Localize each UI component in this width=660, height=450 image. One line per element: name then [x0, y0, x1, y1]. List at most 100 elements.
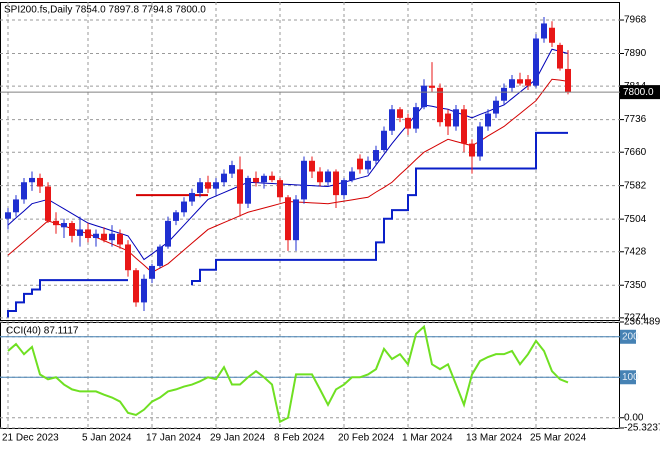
candle-body [21, 182, 27, 200]
candle-body [85, 229, 91, 239]
candle-body [69, 223, 75, 236]
indicator-title: CCI(40) 87.1117 [6, 326, 79, 337]
y-tick-label: 7968 [624, 15, 647, 26]
candle-body [437, 87, 443, 123]
candle-body [221, 173, 227, 183]
y-tick-label: 7736 [624, 114, 647, 125]
candle-body [117, 233, 123, 245]
candle-body [205, 182, 211, 189]
candle-body [405, 117, 411, 129]
candle-body [309, 160, 315, 172]
candle-body [373, 150, 379, 161]
plot-frame [0, 322, 620, 429]
candle-body [77, 229, 83, 236]
candle-body [517, 79, 523, 84]
candle-body [429, 85, 435, 88]
candle-body [245, 177, 251, 204]
cci-line [7, 324, 569, 424]
candle-body [293, 199, 299, 241]
candle-body [549, 27, 555, 43]
candle-body [301, 160, 307, 200]
level-label-box [620, 329, 636, 344]
candle-body [389, 109, 395, 131]
candle-body [485, 113, 491, 127]
candle-body [493, 100, 499, 114]
y-tick-label: 200 [622, 331, 639, 342]
candle-body [445, 113, 451, 127]
candle-body [397, 109, 403, 118]
indicator-line [7, 131, 568, 318]
x-tick-label: 8 Feb 2024 [274, 433, 325, 444]
candle-body [141, 278, 147, 303]
candle-body [61, 223, 67, 228]
y-tick-label: 7274 [624, 312, 647, 323]
plot-frame [0, 2, 620, 321]
candle-body [501, 87, 507, 101]
candle-body [229, 165, 235, 174]
y-tick-label: 7350 [624, 280, 647, 291]
candle-body [285, 197, 291, 241]
candle-body [317, 171, 323, 183]
x-tick-label: 13 Mar 2024 [466, 433, 523, 444]
candle-body [237, 169, 243, 204]
candle-body [341, 180, 347, 196]
candle-body [421, 85, 427, 108]
candle-body [29, 177, 35, 183]
candle-body [533, 38, 539, 86]
candle-body [565, 68, 571, 93]
candle-body [557, 44, 563, 69]
candle-body [45, 186, 51, 221]
candle-body [149, 265, 155, 279]
candle-body [157, 246, 163, 266]
indicator-line [7, 48, 569, 261]
candle-body [181, 201, 187, 213]
candle-body [13, 199, 19, 213]
candle-body [261, 175, 267, 183]
candle-body [197, 182, 203, 193]
candle-body [173, 212, 179, 221]
candle-body [53, 220, 59, 226]
x-tick-label: 20 Feb 2024 [338, 433, 395, 444]
candle-body [133, 270, 139, 303]
x-tick-label: 17 Jan 2024 [146, 433, 201, 444]
candle-body [453, 109, 459, 127]
x-tick-label: 25 Mar 2024 [530, 433, 587, 444]
candle-body [277, 180, 283, 198]
x-tick-label: 21 Dec 2023 [2, 433, 59, 444]
x-tick-label: 1 Mar 2024 [402, 433, 453, 444]
chart-title: SPI200.fs,Daily 7854.0 7897.8 7794.8 780… [4, 5, 206, 16]
candle-body [93, 233, 99, 239]
candle-body [109, 233, 115, 241]
y-tick-label: 7890 [624, 48, 647, 59]
candle-body [541, 23, 547, 39]
candle-body [213, 182, 219, 189]
x-tick-label: 5 Jan 2024 [82, 433, 132, 444]
candle-body [477, 126, 483, 157]
candle-body [125, 244, 131, 271]
candle-body [253, 177, 259, 183]
candle-body [37, 177, 43, 187]
candle-body [333, 171, 339, 196]
candle-body [101, 233, 107, 241]
y-tick-label: 7428 [624, 246, 647, 257]
candle-body [413, 107, 419, 129]
y-tick-label: 7660 [624, 147, 647, 158]
candle-body [325, 171, 331, 183]
candle-body [357, 158, 363, 170]
candle-body [509, 79, 515, 88]
candle-body [461, 109, 467, 144]
candle-body [5, 212, 11, 219]
y-tick-label: -25.3237 [624, 423, 660, 434]
y-tick-label: 100 [622, 372, 639, 383]
candle-body [365, 160, 371, 170]
last-price-box [620, 85, 660, 100]
candle-body [349, 171, 355, 181]
candle-body [381, 130, 387, 151]
candle-body [525, 79, 531, 86]
candle-body [165, 220, 171, 247]
candle-body [269, 175, 275, 181]
